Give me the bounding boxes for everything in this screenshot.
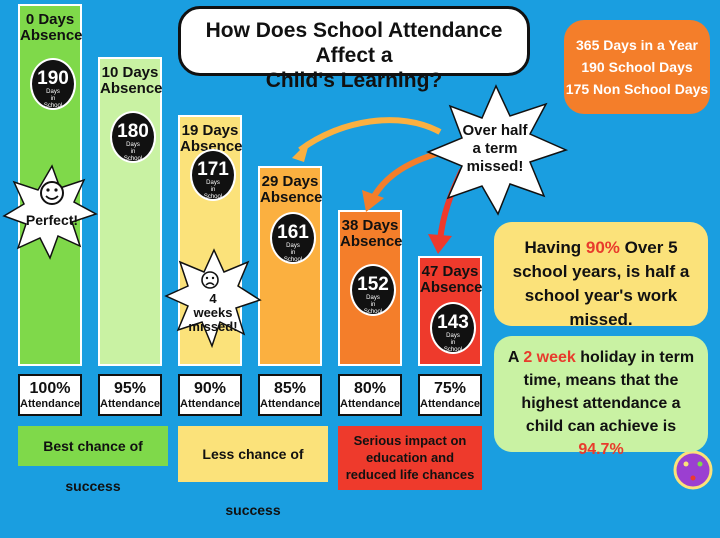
absence-label: 47 Days Absence	[420, 263, 483, 296]
silly-school-logo	[673, 450, 713, 490]
school-days-circle: 161 Days in School	[270, 212, 316, 264]
school-days-circle: 180 Days in School	[110, 111, 156, 163]
bar-10-days: 10 Days Absence 180 Days in School	[98, 57, 163, 366]
arrow-to-38	[369, 147, 451, 202]
info-box-90-percent: Having 90% Over 5 school years, is half …	[494, 222, 708, 329]
school-days-circle: 190 Days in School	[30, 58, 76, 110]
absence-label: 29 Days Absence	[260, 173, 323, 206]
arrow-to-47	[437, 168, 465, 241]
bar-19-days: 19 Days Absence 171 Days in School	[178, 115, 243, 366]
arrow-head-47	[428, 234, 452, 254]
half-term-text: Over half a term missed!	[462, 122, 528, 175]
bar-29-days: 29 Days Absence 161 Days in School	[258, 166, 323, 366]
arrow-to-29	[298, 117, 442, 153]
arrow-head-29	[292, 140, 310, 162]
band-serious-impact: Serious impact on education and reduced …	[338, 426, 482, 490]
bar-38-days: 38 Days Absence 152 Days in School	[338, 210, 403, 366]
page-title: How Does School Attendance Affect a Chil…	[178, 6, 530, 92]
attendance-box-85: 85% Attendance	[258, 374, 322, 416]
absence-label: 10 Days Absence	[100, 64, 163, 97]
absence-label: 0 Days Absence	[20, 11, 83, 44]
school-days-circle: 171 Days in School	[190, 149, 236, 201]
attendance-box-75: 75% Attendance	[418, 374, 482, 416]
bar-0-days: 0 Days Absence 190 Days in School	[18, 4, 83, 366]
attendance-box-100: 100% Attendance	[18, 374, 82, 416]
school-days-circle: 143 Days in School	[430, 302, 476, 354]
band-less-chance: Less chance of success	[178, 426, 328, 518]
bar-47-days: 47 Days Absence 143 Days in School	[418, 256, 483, 366]
band-best-chance: Best chance of success	[18, 426, 168, 494]
absence-label: 38 Days Absence	[340, 217, 403, 250]
title-line-1: How Does School Attendance Affect a	[205, 19, 503, 67]
title-line-2: Child's Learning?	[265, 69, 443, 92]
attendance-box-90: 90% Attendance	[178, 374, 242, 416]
attendance-box-95: 95% Attendance	[98, 374, 162, 416]
attendance-box-80: 80% Attendance	[338, 374, 402, 416]
stats-box: 365 Days in a Year 190 School Days 175 N…	[564, 20, 710, 114]
info-box-holiday: A 2 week holiday in term time, means tha…	[494, 336, 708, 458]
school-days-circle: 152 Days in School	[350, 264, 396, 316]
perfect-label: Perfect!	[25, 212, 79, 228]
arrow-head-38	[362, 190, 384, 212]
weeks-missed-text: 4 weeks missed!	[188, 291, 238, 334]
absence-label: 19 Days Absence	[180, 122, 243, 155]
